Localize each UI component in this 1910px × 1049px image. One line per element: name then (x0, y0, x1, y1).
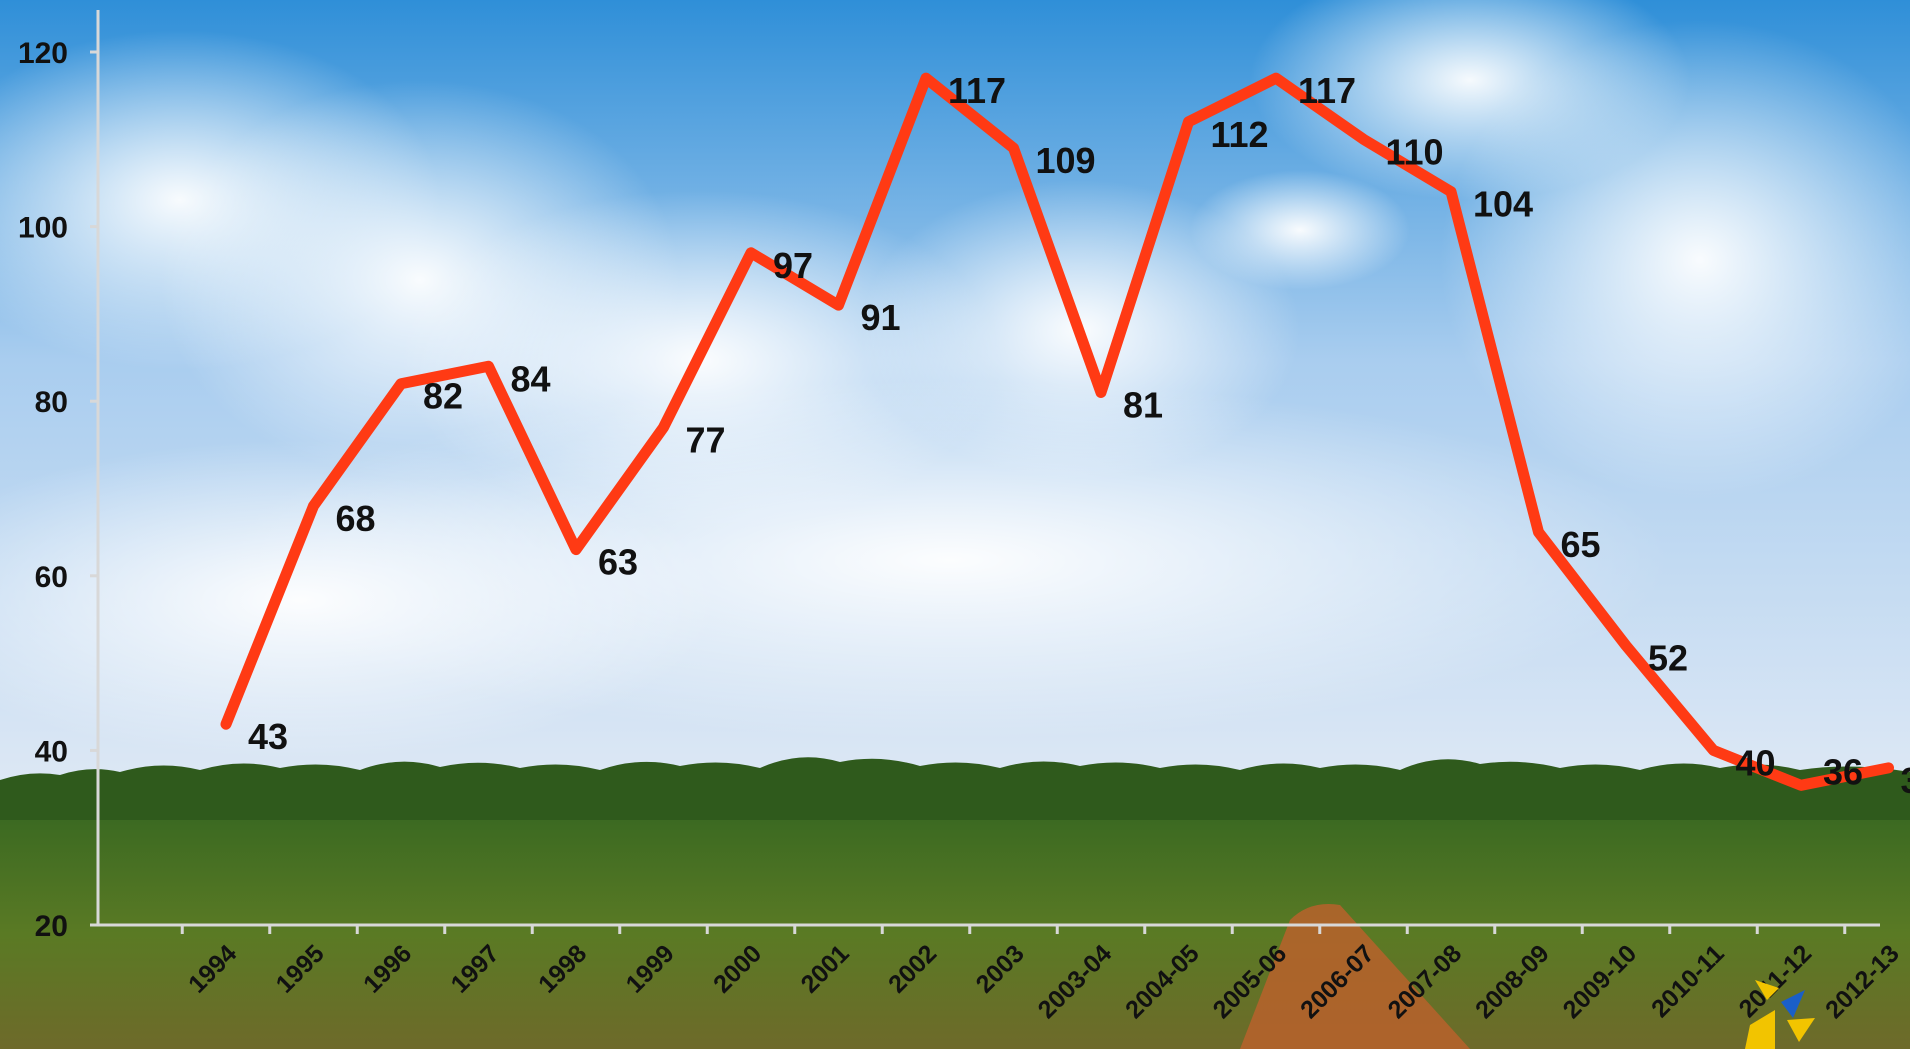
y-axis-ticks: 20 40 60 80 100 120 (18, 37, 98, 943)
dirt-road (1240, 904, 1470, 1049)
series-line (220, 72, 1894, 791)
y-tick-label: 80 (35, 386, 68, 419)
data-label: 77 (686, 419, 726, 460)
y-tick-label: 40 (35, 735, 68, 768)
data-label: 82 (423, 376, 463, 417)
data-label: 117 (1298, 70, 1356, 111)
data-label: 117 (948, 70, 1006, 111)
data-label: 68 (336, 498, 376, 539)
tree-line (0, 757, 1910, 830)
y-tick-label: 60 (35, 561, 68, 594)
data-label: 40 (1736, 742, 1776, 783)
data-label: 84 (511, 358, 551, 399)
data-label: 65 (1561, 524, 1601, 565)
clouds (0, 0, 1910, 760)
data-label: 104 (1473, 184, 1533, 225)
data-label: 112 (1211, 114, 1269, 155)
data-label: 97 (773, 245, 813, 286)
data-label: 110 (1386, 131, 1444, 172)
vegetation (0, 820, 1910, 1049)
y-tick-label: 120 (18, 37, 68, 70)
logo-mark (1745, 980, 1815, 1049)
data-labels: 43 68 82 84 63 77 97 91 117 109 81 112 117 110 104 65 52… (248, 70, 1910, 801)
y-tick-label: 100 (18, 212, 68, 245)
data-label: 36 (1823, 751, 1863, 792)
y-tick-label: 20 (35, 910, 68, 943)
data-label: 63 (598, 542, 638, 583)
data-label: 81 (1123, 384, 1163, 425)
data-label: 52 (1648, 638, 1688, 679)
data-label: 38 (1901, 760, 1910, 801)
data-label: 109 (1036, 140, 1096, 181)
data-label: 43 (248, 716, 288, 757)
data-label: 91 (861, 297, 901, 338)
